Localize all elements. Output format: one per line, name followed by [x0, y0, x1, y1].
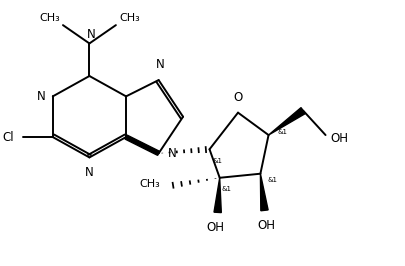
Text: Cl: Cl [2, 131, 14, 144]
Text: N: N [156, 58, 165, 71]
Text: N: N [87, 28, 96, 41]
Text: &1: &1 [267, 177, 277, 183]
Text: OH: OH [257, 219, 275, 232]
Text: CH₃: CH₃ [119, 13, 140, 23]
Polygon shape [260, 174, 267, 211]
Text: &1: &1 [221, 186, 231, 192]
Text: OH: OH [330, 132, 347, 145]
Text: CH₃: CH₃ [39, 13, 60, 23]
Polygon shape [213, 178, 221, 213]
Text: CH₃: CH₃ [139, 179, 160, 189]
Text: N: N [36, 90, 45, 103]
Polygon shape [268, 108, 305, 135]
Polygon shape [125, 135, 159, 155]
Text: OH: OH [206, 221, 224, 234]
Text: &1: &1 [277, 129, 287, 135]
Text: N: N [167, 147, 176, 160]
Text: O: O [233, 91, 242, 104]
Text: N: N [85, 166, 94, 179]
Text: &1: &1 [212, 158, 222, 164]
